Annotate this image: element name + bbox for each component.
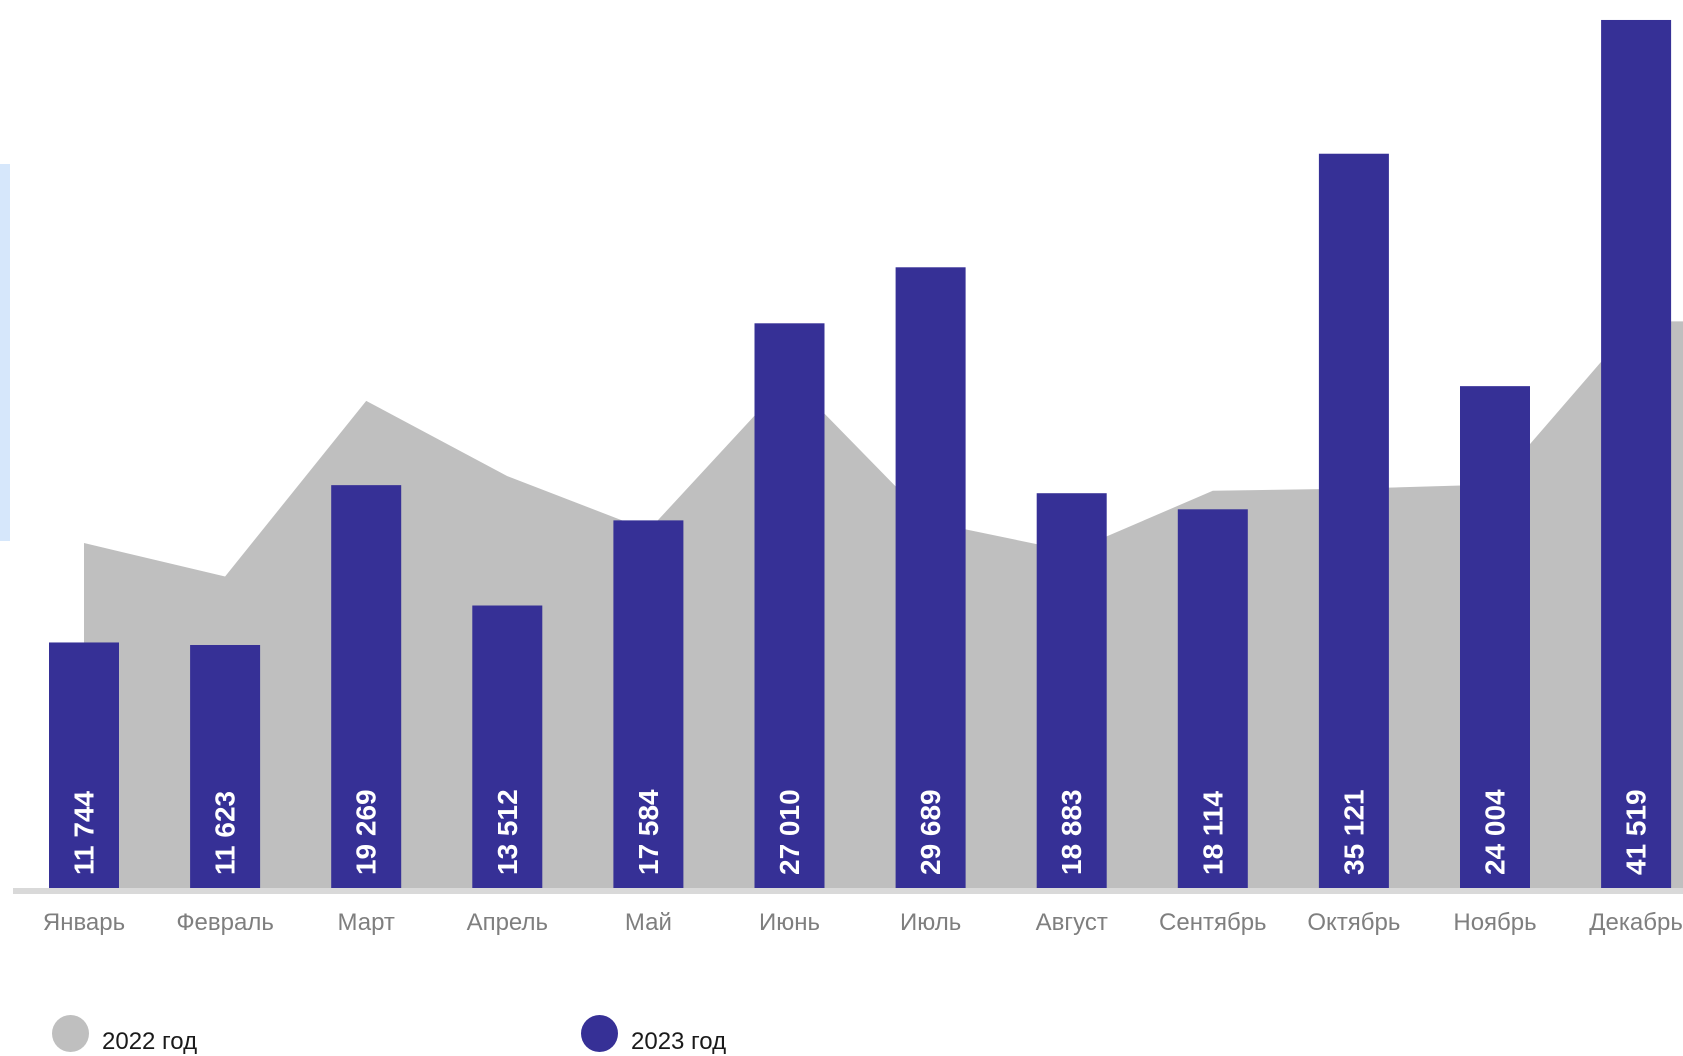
side-accent-bar: [0, 164, 10, 541]
bar-2023: [49, 642, 119, 888]
legend-label-2022: 2022 год: [102, 1028, 198, 1055]
bar-value-label: 18 114: [1197, 790, 1228, 875]
bar-value-label: 41 519: [1621, 789, 1652, 875]
x-tick-label: Июнь: [759, 909, 820, 936]
legend-item-2022: 2022 год: [52, 1010, 197, 1056]
bar-2023: [1601, 19, 1672, 889]
bar-2023: [331, 485, 402, 888]
legend-swatch-2022: [52, 1014, 89, 1052]
bar-2023: [1036, 493, 1107, 888]
bar-value-label: 18 883: [1056, 789, 1087, 875]
x-tick-label: Март: [337, 909, 394, 936]
x-tick-label: Август: [1036, 909, 1108, 936]
x-tick-label: Декабрь: [1589, 909, 1683, 936]
area-series-2022: [84, 321, 1683, 888]
x-tick-label: Январь: [43, 909, 125, 936]
bar-2023: [895, 267, 966, 888]
legend-item-2023: 2023 год: [581, 1010, 726, 1056]
bar-value-label: 24 004: [1480, 789, 1511, 875]
bar-2023: [1177, 509, 1248, 888]
x-tick-label: Июль: [900, 909, 961, 936]
x-tick-label: Апрель: [467, 909, 548, 936]
bar-2023: [472, 605, 543, 888]
bar-2023: [190, 644, 261, 888]
x-tick-label: Сентябрь: [1159, 909, 1267, 936]
x-tick-label: Май: [625, 909, 672, 936]
bar-2023: [613, 520, 684, 888]
legend-swatch-2023: [581, 1014, 618, 1052]
bar-2023: [1460, 386, 1530, 888]
bar-value-label: 17 584: [633, 789, 664, 875]
bar-value-label: 19 269: [351, 789, 382, 875]
chart: 11 744 11 623 19 269 13 512 17 584 27 010 29 6…: [13, 19, 1683, 936]
bar-value-label: 29 689: [915, 789, 946, 875]
x-tick-label: Февраль: [176, 909, 274, 936]
bar-value-label: 11 623: [210, 791, 241, 875]
bar-2023: [754, 323, 825, 888]
legend-label-2023: 2023 год: [631, 1028, 727, 1055]
bar-2023: [1318, 153, 1389, 888]
x-tick-label: Ноябрь: [1453, 909, 1536, 936]
x-tick-label: Октябрь: [1307, 909, 1400, 936]
bar-value-label: 35 121: [1338, 789, 1369, 875]
bar-value-label: 11 744: [69, 790, 100, 875]
bar-value-label: 27 010: [774, 789, 805, 875]
bar-value-label: 13 512: [492, 789, 523, 875]
